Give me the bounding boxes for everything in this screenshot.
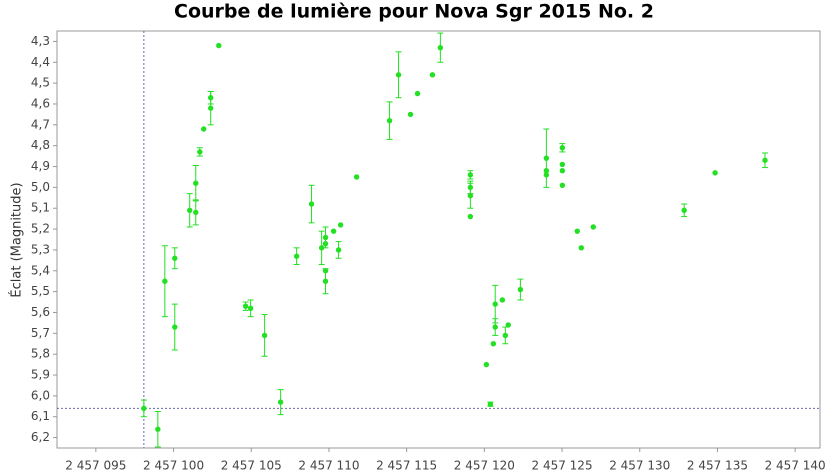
point: [193, 209, 199, 216]
x-tick-label: 2 457 140: [765, 459, 826, 473]
y-tick-label: 6,2: [31, 430, 50, 444]
point: [490, 341, 497, 347]
point: [467, 172, 474, 178]
y-tick-label: 5,5: [31, 284, 50, 298]
y-tick-label: 5,3: [31, 242, 50, 256]
point: [277, 399, 284, 405]
point: [467, 213, 474, 220]
point: [429, 72, 436, 78]
point: [155, 426, 161, 432]
point: [407, 111, 414, 118]
point: [578, 245, 585, 251]
point: [187, 207, 193, 214]
point: [559, 182, 566, 188]
x-tick-label: 2 457 105: [221, 459, 282, 473]
point: [487, 401, 494, 407]
point: [681, 207, 687, 214]
x-tick-label: 2 457 130: [609, 459, 670, 473]
point: [197, 149, 203, 155]
x-tick-label: 2 457 120: [454, 459, 515, 473]
point: [141, 405, 147, 412]
point: [322, 240, 329, 247]
y-tick-label: 6,0: [31, 388, 50, 402]
point: [574, 228, 580, 234]
y-tick-label: 5,6: [31, 305, 50, 319]
point: [193, 180, 199, 186]
y-tick-label: 6,1: [31, 409, 50, 423]
x-tick-label: 2 457 115: [376, 459, 437, 473]
y-tick-label: 5,2: [31, 222, 50, 236]
y-tick-label: 4,6: [31, 96, 50, 110]
y-tick-label: 5,8: [31, 347, 50, 361]
point: [330, 228, 337, 234]
point: [559, 161, 566, 168]
point: [293, 253, 300, 259]
point: [207, 105, 214, 111]
point: [517, 286, 524, 293]
point: [483, 361, 490, 368]
y-tick-label: 4,5: [31, 76, 50, 90]
point: [499, 297, 506, 303]
point: [492, 324, 498, 330]
point: [162, 278, 168, 284]
x-tick-label: 2 457 110: [298, 459, 359, 473]
point: [543, 172, 550, 178]
point: [437, 44, 444, 51]
point: [590, 224, 596, 230]
point: [242, 303, 249, 309]
point: [322, 234, 329, 241]
point: [216, 42, 222, 49]
x-tick-label: 2 457 135: [687, 459, 748, 473]
plot-area: [56, 30, 821, 449]
point: [559, 167, 566, 174]
point: [200, 126, 207, 132]
point: [308, 201, 315, 207]
point: [335, 247, 342, 253]
y-tick-label: 4,3: [31, 34, 50, 48]
point: [559, 145, 566, 151]
y-tick-label: 5,9: [31, 368, 50, 382]
point: [353, 174, 360, 180]
point: [712, 170, 718, 176]
point: [247, 305, 254, 312]
y-tick-label: 4,7: [31, 117, 50, 131]
y-tick-label: 5,7: [31, 326, 50, 340]
y-tick-label: 4,8: [31, 138, 50, 152]
x-tick-label: 2 457 125: [532, 459, 593, 473]
chart-title: Courbe de lumière pour Nova Sgr 2015 No.…: [174, 1, 654, 23]
point: [762, 157, 768, 163]
y-tick-label: 5,4: [31, 263, 50, 277]
y-tick-label: 5,0: [31, 180, 50, 194]
point: [172, 324, 178, 330]
point: [386, 117, 393, 124]
point: [467, 193, 474, 199]
point: [543, 167, 550, 174]
point: [502, 332, 509, 339]
y-tick-label: 4,9: [31, 159, 50, 173]
point: [505, 322, 511, 328]
point: [318, 245, 325, 251]
point: [322, 278, 329, 284]
y-tick-label: 5,1: [31, 201, 50, 215]
point: [492, 301, 498, 307]
point: [261, 332, 268, 339]
point: [414, 90, 421, 97]
x-tick-label: 2 457 095: [65, 459, 126, 473]
point: [172, 255, 178, 261]
x-tick-label: 2 457 100: [143, 459, 204, 473]
point: [337, 222, 344, 228]
y-axis-label: Éclat (Magnitude): [9, 182, 25, 297]
y-tick-label: 4,4: [31, 55, 50, 69]
point: [543, 155, 550, 161]
point: [395, 72, 402, 78]
